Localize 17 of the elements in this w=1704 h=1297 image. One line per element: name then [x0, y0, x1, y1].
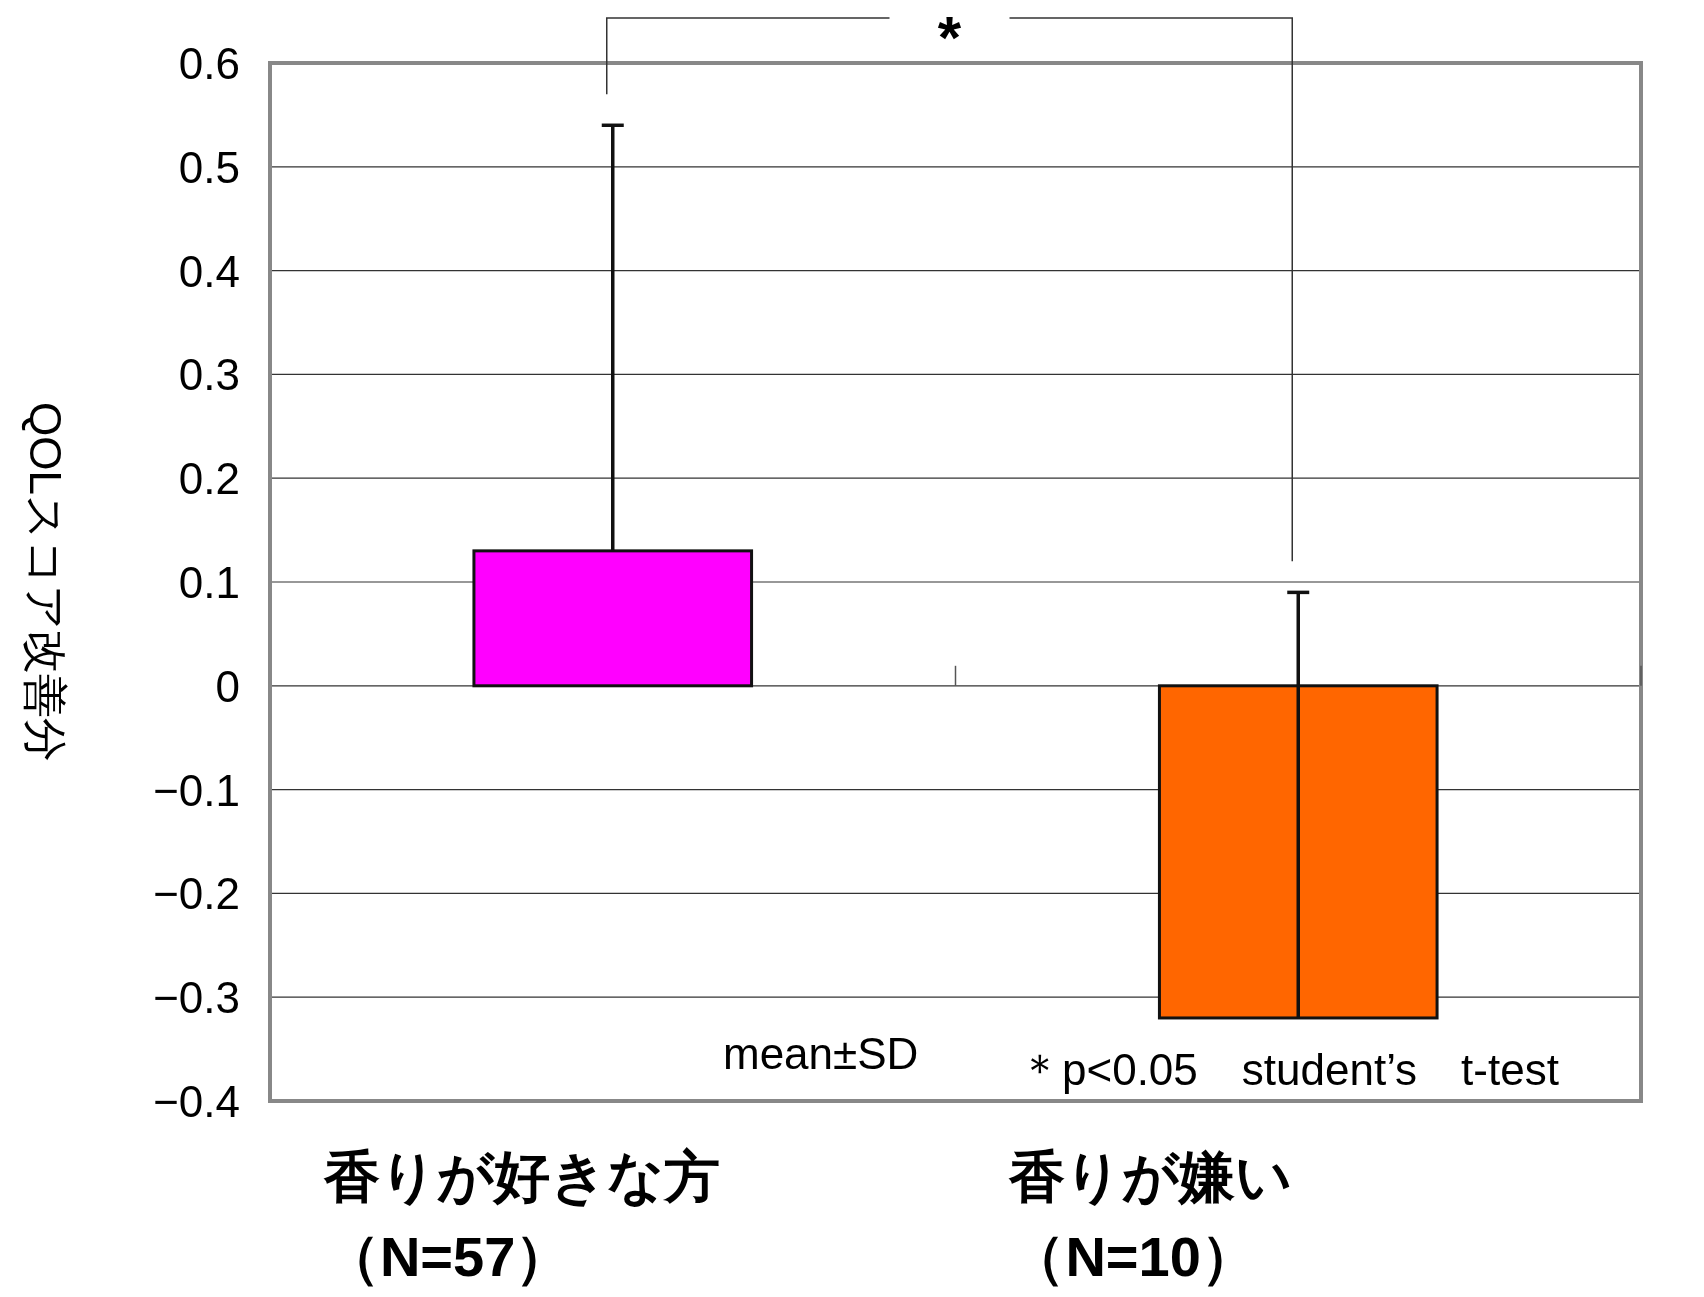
y-axis-title: QOLスコア改善分: [21, 402, 70, 762]
y-tick-label: −0.2: [153, 869, 240, 919]
y-tick-label: −0.3: [153, 973, 240, 1023]
y-tick-label: 0.1: [178, 558, 240, 607]
y-tick-label: 0.6: [178, 39, 240, 88]
annotation: *: [937, 4, 962, 71]
annotation: ＊p<0.05 student’s t-test: [1018, 1045, 1559, 1094]
y-tick-label: −0.4: [153, 1077, 240, 1126]
annotation: mean±SD: [723, 1029, 919, 1078]
x-tick-label: 香りが嫌い（N=10）: [1008, 1145, 1293, 1288]
x-tick-label: 香りが好きな方（N=57）: [322, 1145, 720, 1288]
y-tick-label: 0: [215, 661, 240, 711]
y-tick-label: −0.1: [153, 765, 240, 815]
y-tick-label: 0.3: [178, 350, 240, 400]
y-tick-label: 0.5: [178, 142, 240, 192]
y-tick-label: 0.4: [178, 246, 240, 296]
y-tick-label: 0.2: [178, 454, 240, 504]
